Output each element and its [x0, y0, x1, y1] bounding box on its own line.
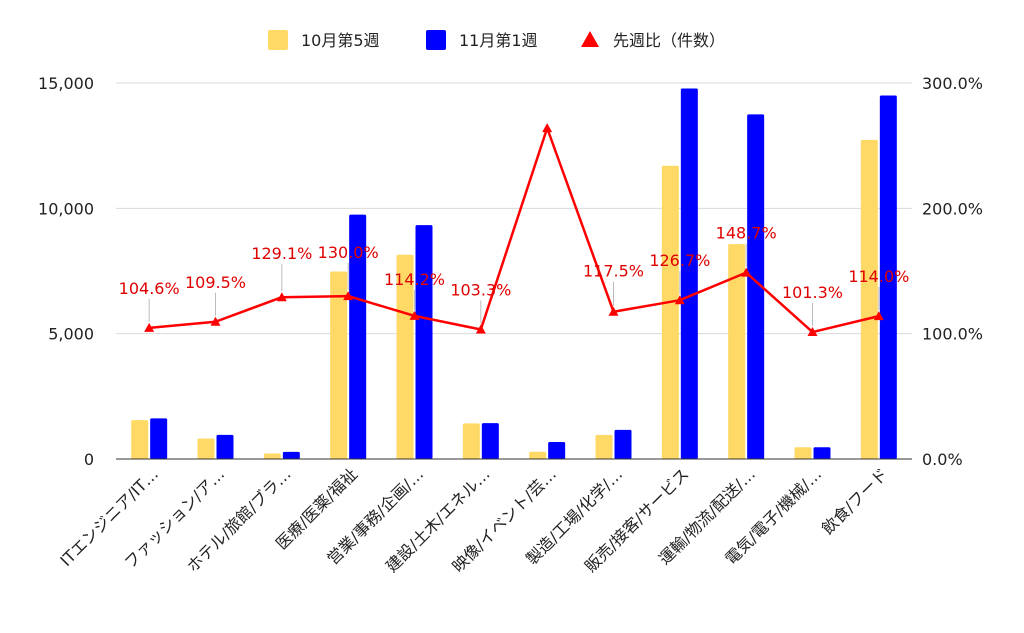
bar-oct-w5 [462, 423, 480, 459]
bar-nov-w1 [481, 423, 499, 459]
legend-swatch [268, 30, 288, 50]
bar-oct-w5 [860, 139, 878, 459]
legend-swatch [426, 30, 446, 50]
ratio-marker [210, 316, 221, 326]
ratio-marker [674, 295, 685, 305]
ratio-data-label: 101.3% [782, 283, 843, 302]
legend-label: 11月第1週 [459, 31, 538, 50]
right-tick-label: 200.0% [922, 199, 983, 218]
bar-nov-w1 [614, 429, 632, 459]
ratio-data-label: 130.0% [318, 243, 379, 262]
ratio-marker [542, 123, 553, 133]
bar-oct-w5 [197, 438, 215, 459]
bar-nov-w1 [282, 451, 300, 459]
bar-nov-w1 [349, 214, 367, 459]
ratio-marker [276, 292, 287, 302]
legend-label: 10月第5週 [301, 31, 380, 50]
ratio-marker [608, 306, 619, 316]
left-tick-label: 15,000 [38, 74, 94, 93]
bar-nov-w1 [879, 95, 897, 460]
gridlines [116, 82, 912, 335]
ratio-marker [475, 324, 486, 334]
ratio-data-label: 117.5% [583, 262, 644, 281]
ratio-data-label: 114.2% [384, 270, 445, 289]
bar-oct-w5 [595, 434, 613, 459]
right-tick-label: 300.0% [922, 74, 983, 93]
ratio-marker [873, 311, 884, 321]
bar-nov-w1 [415, 225, 433, 459]
ratio-data-label: 148.7% [716, 224, 777, 243]
bar-nov-w1 [747, 114, 765, 459]
right-tick-label: 100.0% [922, 325, 983, 344]
right-axis: 0.0% 100.0% 200.0% 300.0% [922, 74, 983, 469]
bar-oct-w5 [131, 420, 149, 459]
left-axis: 0 5,000 10,000 15,000 [38, 74, 94, 469]
bar-nov-w1 [150, 418, 168, 459]
bar-oct-w5 [330, 271, 348, 459]
bar-oct-w5 [529, 451, 547, 459]
bar-nov-w1 [680, 88, 698, 460]
ratio-data-label: 129.1% [251, 244, 312, 263]
bar-nov-w1 [216, 434, 234, 459]
ratio-data-label: 104.6% [119, 279, 180, 298]
right-tick-label: 0.0% [922, 450, 963, 469]
bar-nov-w1 [548, 441, 566, 459]
legend-label: 先週比（件数） [613, 31, 725, 50]
left-tick-label: 5,000 [48, 325, 94, 344]
ratio-marker [409, 310, 420, 320]
category-labels: ITエンジニア/IT…ファッション/ア…ホテル/旅館/ブラ…医療/医薬/福祉営業… [56, 464, 891, 576]
ratio-data-label: 114.0% [848, 267, 909, 286]
bar-oct-w5 [661, 165, 679, 459]
ratio-marker [807, 327, 818, 337]
left-tick-label: 10,000 [38, 199, 94, 218]
bar-oct-w5 [728, 244, 746, 459]
ratio-marker [343, 291, 354, 301]
ratio-marker [741, 267, 752, 277]
bar-oct-w5 [794, 447, 812, 459]
bar-oct-w5 [396, 254, 414, 459]
legend: 10月第5週 11月第1週 先週比（件数） [268, 30, 725, 50]
ratio-data-label: 103.3% [450, 281, 511, 300]
ratio-data-label: 109.5% [185, 273, 246, 292]
ratio-labels: 104.6% 109.5% 129.1% 130.0% 114.2% 103.3% 117.… [119, 224, 909, 327]
ratio-data-label: 126.7% [649, 251, 710, 270]
ratio-marker [144, 322, 155, 332]
ratio-line [144, 123, 884, 337]
ratio-line-path [149, 126, 880, 334]
left-tick-label: 0 [84, 450, 94, 469]
bar-nov-w1 [813, 447, 831, 459]
category-label: 飲食/フード [818, 464, 892, 538]
bar-oct-w5 [263, 453, 281, 459]
legend-triangle-icon [581, 31, 599, 47]
bars [131, 88, 897, 460]
